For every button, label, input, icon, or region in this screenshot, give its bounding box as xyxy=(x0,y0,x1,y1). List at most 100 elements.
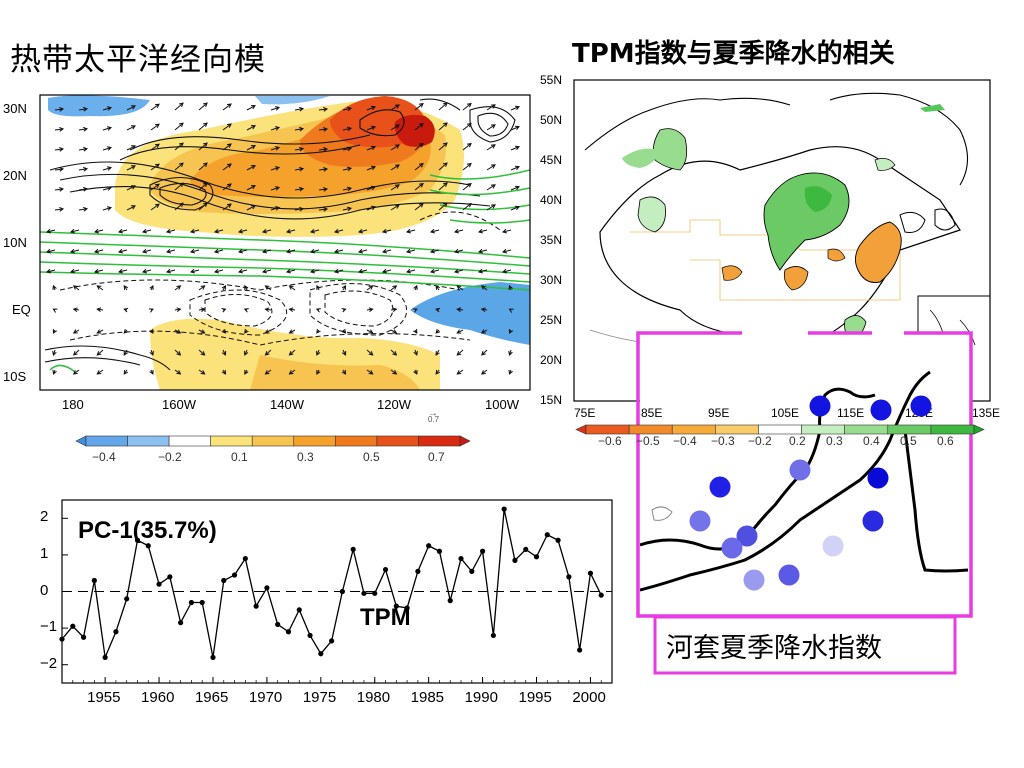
right-colorbar-tick: 0.6 xyxy=(937,434,954,448)
wind-vector xyxy=(438,202,448,211)
wind-vector-head xyxy=(106,166,112,171)
wind-vector xyxy=(390,124,400,131)
tpm-point xyxy=(577,647,583,653)
wind-vector xyxy=(174,369,181,375)
wind-vector-head xyxy=(392,329,398,334)
wind-vector-head xyxy=(176,329,182,334)
wind-vector xyxy=(270,186,280,191)
wind-vector-head xyxy=(442,162,448,167)
wind-vector-head xyxy=(141,228,147,234)
lon-label: 105E xyxy=(771,406,800,420)
wind-vector-head xyxy=(165,248,171,254)
right-colorbar-tick: 0.2 xyxy=(789,434,806,448)
wind-vector-head xyxy=(250,125,256,130)
wind-vector-head xyxy=(357,268,363,274)
wind-vector xyxy=(414,123,424,131)
wind-vector-head xyxy=(392,307,398,313)
station-dot xyxy=(736,525,758,547)
wind-vector xyxy=(318,188,328,191)
x-tick-label: 1970 xyxy=(248,689,283,706)
wind-vector xyxy=(174,202,184,211)
wind-vector-head xyxy=(250,205,256,210)
wind-vector xyxy=(126,185,136,191)
wind-vector-head xyxy=(154,123,160,129)
wind-vector xyxy=(198,349,205,356)
lat-label: 35N xyxy=(540,233,563,247)
left-colorbar-cell xyxy=(335,435,378,447)
wind-vector xyxy=(509,308,512,311)
wind-vector xyxy=(310,269,320,273)
wind-vector xyxy=(342,329,346,334)
wind-vector xyxy=(414,369,418,375)
wind-vector-head xyxy=(52,350,57,356)
wind-vector-head xyxy=(96,351,102,356)
wind-vector-head xyxy=(341,307,347,313)
wind-vector xyxy=(462,143,472,151)
wind-vector xyxy=(73,329,80,334)
wind-vector-head xyxy=(149,328,154,334)
lon-label-180: 180 xyxy=(62,397,84,412)
tpm-point xyxy=(264,585,270,591)
wind-vector-head xyxy=(123,350,128,356)
wind-vector-head xyxy=(508,328,514,334)
wind-vector xyxy=(54,188,64,191)
wind-vector xyxy=(286,229,296,233)
wind-vector-head xyxy=(176,351,182,356)
wind-vector-head xyxy=(72,329,78,334)
wind-vector-head xyxy=(288,351,294,356)
tpm-point xyxy=(210,654,216,660)
wind-vector-head xyxy=(508,350,513,356)
wind-vector-head xyxy=(285,228,291,234)
wind-vector xyxy=(150,203,160,211)
wind-vector xyxy=(126,105,136,111)
wind-vector xyxy=(214,229,224,233)
wind-vector xyxy=(246,205,256,211)
wind-vector xyxy=(390,329,397,334)
wind-vector-head xyxy=(299,186,305,192)
tpm-series-label: TPM xyxy=(360,604,411,631)
wind-vector xyxy=(510,146,520,151)
wind-vector xyxy=(222,308,226,311)
lon-label: 75E xyxy=(574,406,596,420)
wind-vector xyxy=(238,269,248,273)
wind-vector xyxy=(222,329,226,334)
lat-label-10s: 10S xyxy=(3,369,27,384)
wind-vector-head xyxy=(480,370,486,375)
wind-vector xyxy=(358,229,368,233)
wind-vector xyxy=(222,103,232,111)
left-colorbar-tick: −0.2 xyxy=(158,450,182,464)
tpm-point xyxy=(566,574,572,580)
wind-vector-head xyxy=(299,166,305,172)
wind-vector xyxy=(102,207,112,211)
wind-vector xyxy=(294,168,304,171)
wind-vector-head xyxy=(323,107,329,112)
wind-vector xyxy=(454,249,464,253)
wind-vector-head xyxy=(202,202,208,208)
wind-vector-head xyxy=(381,268,387,274)
wind-vector xyxy=(510,166,520,171)
wind-vector xyxy=(246,185,256,191)
hetao-index-label: 河套夏季降水指数 xyxy=(666,633,882,664)
wind-vector-head xyxy=(274,186,280,191)
wind-vector xyxy=(54,128,64,131)
wind-vector-head xyxy=(413,369,418,375)
wind-vector-head xyxy=(226,123,232,128)
station-dot xyxy=(862,510,884,532)
wind-vector xyxy=(435,329,440,334)
wind-vector-head xyxy=(130,125,136,130)
wind-vector xyxy=(270,146,280,151)
wind-vector-head xyxy=(466,182,472,188)
wind-vector-head xyxy=(466,162,472,168)
wind-vector xyxy=(462,103,472,111)
wind-vector-head xyxy=(130,205,136,210)
wind-vector xyxy=(390,308,397,311)
wind-vector xyxy=(70,229,80,233)
wind-vector-head xyxy=(237,248,243,254)
wind-vector xyxy=(246,125,256,131)
wind-vector-head xyxy=(123,369,129,375)
wind-vector-head xyxy=(264,307,270,312)
lat-label: 20N xyxy=(540,353,563,367)
wind-vector xyxy=(435,285,440,291)
wind-vector xyxy=(316,329,320,334)
x-tick-label: 1990 xyxy=(464,689,498,706)
